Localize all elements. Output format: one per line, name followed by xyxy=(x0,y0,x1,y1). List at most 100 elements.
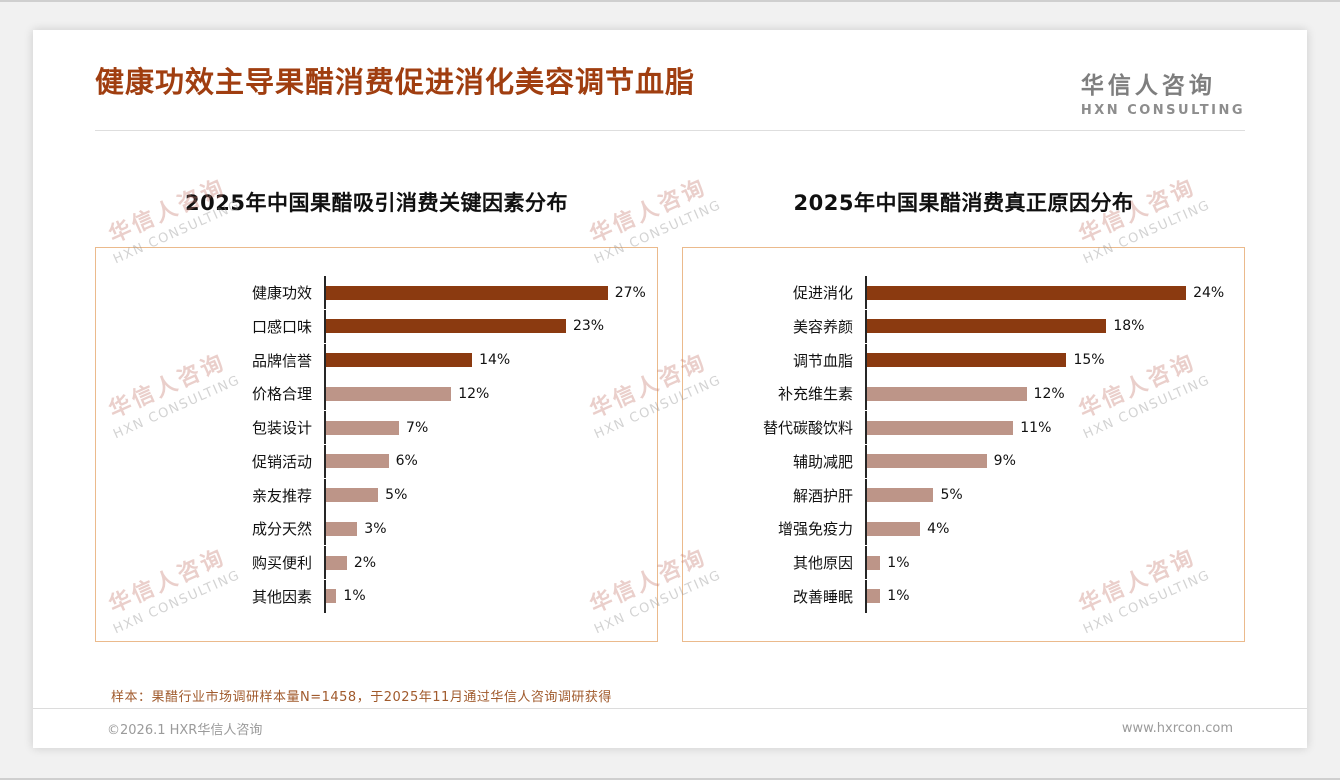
page-title: 健康功效主导果醋消费促进消化美容调节血脂 xyxy=(95,65,696,99)
bar-track: 12% xyxy=(865,377,1226,411)
bar-value-label: 23% xyxy=(572,318,605,335)
bar-category-label: 美容养颜 xyxy=(792,317,853,336)
bar-track: 5% xyxy=(324,478,639,512)
bar xyxy=(326,353,473,368)
bar-row: 促销活动 6% xyxy=(96,444,639,478)
bar-row: 亲友推荐 5% xyxy=(96,478,639,512)
logo-chinese-text: 华信人咨询 xyxy=(1080,73,1216,99)
bar xyxy=(867,353,1067,368)
bar-category-label: 品牌信誉 xyxy=(251,351,312,370)
bar-value-label: 11% xyxy=(1020,419,1052,436)
bar-value-label: 27% xyxy=(614,284,646,301)
bar-category-label: 其他因素 xyxy=(251,587,312,606)
bar xyxy=(867,589,881,604)
bar-category-label: 促进消化 xyxy=(792,284,853,302)
bar-chart: 健康功效 27% 口感口味 23% 品牌信誉 14% 价格合理 12% 包装设计 7% 促销活动 6%… xyxy=(96,276,646,613)
bar-row: 购买便利 2% xyxy=(96,546,639,580)
bar xyxy=(326,589,337,604)
bar-value-label: 15% xyxy=(1073,352,1105,369)
bar-row: 健康功效 27% xyxy=(96,276,646,309)
charts-area: 2025年中国果醋吸引消费关键因素分布 健康功效 27% 口感口味 23% 品牌信誉 14… xyxy=(95,187,1245,642)
header-divider xyxy=(95,130,1245,131)
bar-track: 6% xyxy=(324,444,639,478)
bar-value-label: 4% xyxy=(927,520,950,537)
company-logo: 华信人咨询 HXN CONSULTING xyxy=(1081,64,1245,118)
bar-row: 价格合理 12% xyxy=(96,377,639,411)
bar-row: 品牌信誉 14% xyxy=(96,343,639,377)
bar-value-label: 5% xyxy=(385,487,408,504)
bar-track: 12% xyxy=(324,377,639,411)
bar xyxy=(326,454,389,469)
bar-chart: 促进消化 24% 美容养颜 18% 调节血脂 15% 补充维生素 12% 替代碳酸饮料 11% 辅助… xyxy=(683,276,1226,613)
bar-row: 其他原因 1% xyxy=(683,546,1226,580)
bar-row: 其他因素 1% xyxy=(96,579,639,613)
bar-value-label: 12% xyxy=(1033,385,1065,402)
bar-row: 口感口味 23% xyxy=(96,309,639,343)
bar-track: 1% xyxy=(324,579,639,613)
bar xyxy=(326,488,379,503)
bar-category-label: 增强免疫力 xyxy=(777,520,853,539)
bar-category-label: 替代碳酸饮料 xyxy=(762,419,853,438)
bar-value-label: 9% xyxy=(993,453,1016,470)
bar-track: 1% xyxy=(865,546,1226,580)
bar xyxy=(867,386,1027,401)
bar-row: 包装设计 7% xyxy=(96,411,639,445)
bar-track: 23% xyxy=(324,309,639,343)
bar-track: 7% xyxy=(324,411,639,445)
bar-row: 促进消化 24% xyxy=(683,276,1226,309)
bar-row: 调节血脂 15% xyxy=(683,343,1226,377)
bar-row: 辅助减肥 9% xyxy=(683,444,1226,478)
bar-track: 27% xyxy=(324,276,646,309)
chart-title: 2025年中国果醋消费真正原因分布 xyxy=(793,191,1134,215)
bar xyxy=(326,521,358,536)
bar xyxy=(867,521,921,536)
bar-category-label: 成分天然 xyxy=(251,520,312,539)
bar-track: 5% xyxy=(865,478,1226,512)
chart-right-real-reasons: 2025年中国果醋消费真正原因分布 促进消化 24% 美容养颜 18% 调节血脂 15% 补… xyxy=(682,187,1245,642)
bar-value-label: 18% xyxy=(1113,318,1145,335)
bar-value-label: 14% xyxy=(479,352,511,369)
bar xyxy=(326,555,347,570)
bar-value-label: 3% xyxy=(364,520,387,537)
header: 健康功效主导果醋消费促进消化美容调节血脂 华信人咨询 HXN CONSULTIN… xyxy=(95,64,1245,118)
bar-track: 3% xyxy=(324,512,639,546)
bar-row: 改善睡眠 1% xyxy=(683,579,1226,613)
bar-category-label: 解酒护肝 xyxy=(792,486,853,505)
bar-track: 11% xyxy=(865,411,1226,445)
bar-value-label: 1% xyxy=(343,588,366,605)
bar xyxy=(867,420,1014,435)
bar-track: 15% xyxy=(865,343,1226,377)
bar-row: 成分天然 3% xyxy=(96,512,639,546)
bar xyxy=(867,488,934,503)
bar-category-label: 其他原因 xyxy=(792,554,853,573)
bar-row: 替代碳酸饮料 11% xyxy=(683,411,1226,445)
bar-track: 14% xyxy=(324,343,639,377)
website-url: www.hxrcon.com xyxy=(1121,721,1233,736)
chart-frame: 促进消化 24% 美容养颜 18% 调节血脂 15% 补充维生素 12% 替代碳酸饮料 11% 辅助… xyxy=(682,247,1245,642)
copyright-text: ©2026.1 HXR华信人咨询 xyxy=(107,723,263,738)
bar-row: 增强免疫力 4% xyxy=(683,512,1226,546)
bar xyxy=(867,454,987,469)
bar-category-label: 补充维生素 xyxy=(777,385,853,404)
bar-category-label: 促销活动 xyxy=(251,452,312,471)
bar-track: 2% xyxy=(324,546,639,580)
bar-value-label: 5% xyxy=(940,487,963,504)
bar-category-label: 调节血脂 xyxy=(792,351,853,370)
bar-track: 9% xyxy=(865,444,1226,478)
bar xyxy=(867,319,1107,334)
bar-category-label: 包装设计 xyxy=(251,419,312,438)
bar-value-label: 7% xyxy=(406,419,429,436)
bar-track: 24% xyxy=(865,276,1226,309)
bar-category-label: 购买便利 xyxy=(251,554,312,573)
bar xyxy=(326,319,566,334)
bar-row: 美容养颜 18% xyxy=(683,309,1226,343)
bar-row: 补充维生素 12% xyxy=(683,377,1226,411)
bar xyxy=(867,555,881,570)
logo-english-text: HXN CONSULTING xyxy=(1080,103,1245,118)
sample-note: 样本：果醋行业市场调研样本量N=1458，于2025年11月通过华信人咨询调研获… xyxy=(111,690,612,705)
bar-track: 18% xyxy=(865,309,1226,343)
bar-value-label: 24% xyxy=(1193,284,1225,301)
bar-value-label: 2% xyxy=(353,554,377,571)
bar-track: 4% xyxy=(865,512,1226,546)
